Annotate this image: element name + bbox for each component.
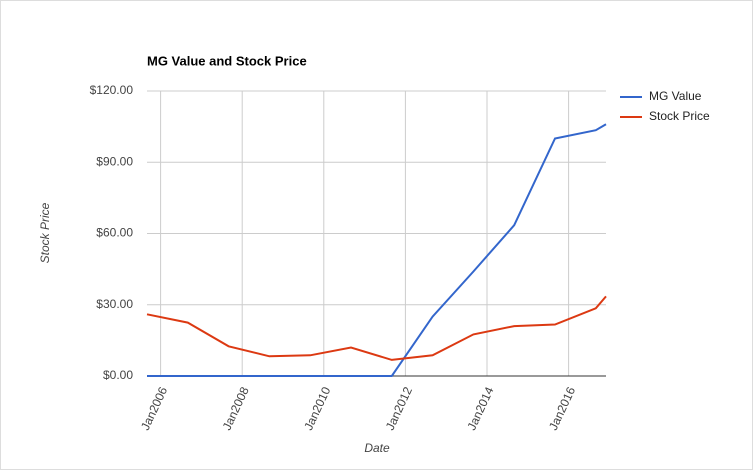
- x-axis-label: Date: [364, 441, 390, 455]
- legend-label: Stock Price: [649, 109, 710, 123]
- series-line: [147, 123, 607, 377]
- series-line: [146, 295, 607, 361]
- legend-label: MG Value: [649, 89, 702, 103]
- y-tick-label: $60.00: [96, 226, 133, 240]
- y-tick-label: $90.00: [96, 154, 133, 168]
- chart-title: MG Value and Stock Price: [147, 53, 307, 68]
- y-axis-label: Stock Price: [38, 202, 52, 263]
- y-tick-label: $0.00: [103, 368, 133, 382]
- y-tick-label: $120.00: [90, 83, 134, 97]
- y-tick-label: $30.00: [96, 297, 133, 311]
